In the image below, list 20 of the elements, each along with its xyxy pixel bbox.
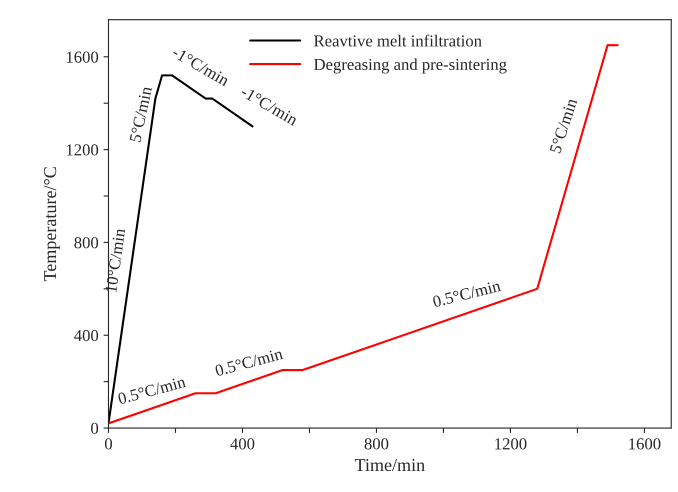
x-tick-label: 0 <box>104 438 112 450</box>
x-tick-label: 800 <box>364 438 388 450</box>
y-tick-label: 0 <box>91 422 98 434</box>
x-tick-label: 1600 <box>629 438 660 450</box>
y-axis-title: Temperature/°C <box>44 167 60 282</box>
annotation: 5°C/min <box>550 98 578 154</box>
y-tick-label: 1200 <box>66 144 98 156</box>
y-tick-label: 1600 <box>66 52 98 63</box>
x-tick-label: 400 <box>230 438 254 450</box>
annotation: 0.5°C/min <box>432 280 502 308</box>
x-axis-title: Time/min <box>354 459 425 472</box>
legend-label: Reavtive melt infiltration <box>314 34 482 47</box>
annotation: 0.5°C/min <box>214 348 284 376</box>
y-tick-label: 800 <box>74 237 98 248</box>
annotation: 0.5°C/min <box>117 376 186 405</box>
y-tick-label: 400 <box>74 330 98 342</box>
x-tick-label: 1200 <box>495 438 526 450</box>
legend-label: Degreasing and pre-sintering <box>314 58 507 74</box>
annotation: 5°C/min <box>129 86 152 142</box>
annotation: 10°C/min <box>105 228 126 292</box>
